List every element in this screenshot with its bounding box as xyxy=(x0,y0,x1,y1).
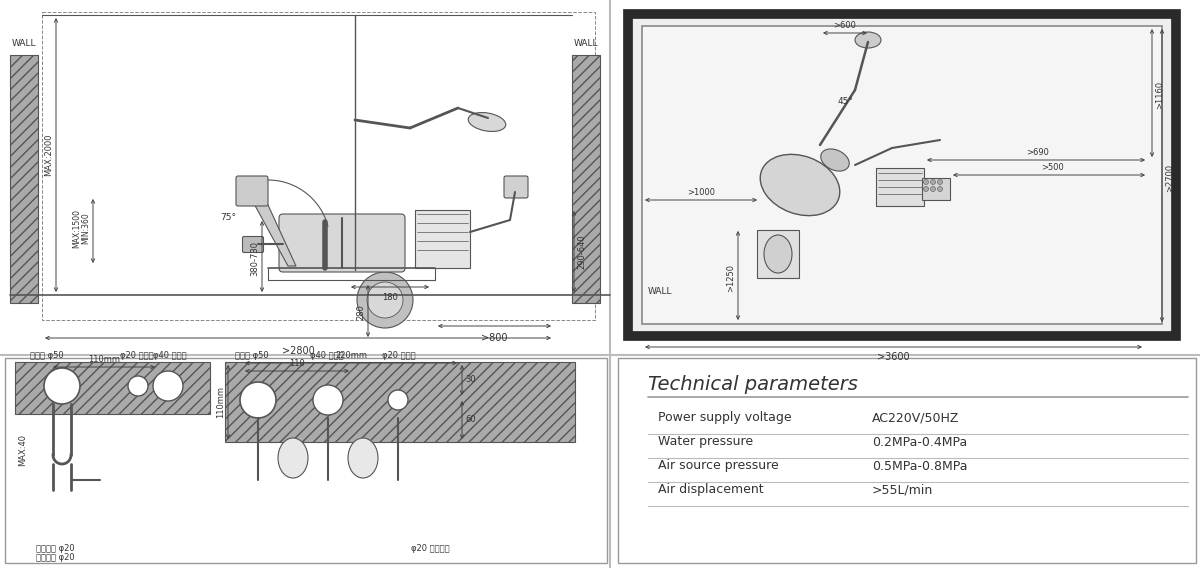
Text: >800: >800 xyxy=(481,333,508,343)
Text: 180: 180 xyxy=(382,293,398,302)
Text: >2800: >2800 xyxy=(282,346,314,356)
Ellipse shape xyxy=(278,438,308,478)
Text: 废水管 φ50: 废水管 φ50 xyxy=(235,351,269,360)
FancyBboxPatch shape xyxy=(236,176,268,206)
Bar xyxy=(10,55,38,303)
Ellipse shape xyxy=(348,438,378,478)
Circle shape xyxy=(44,368,80,404)
Text: φ20 供水管: φ20 供水管 xyxy=(120,351,154,360)
Bar xyxy=(5,358,607,563)
Text: 75°: 75° xyxy=(220,214,236,223)
Circle shape xyxy=(924,186,929,191)
Ellipse shape xyxy=(761,154,840,216)
Text: 280: 280 xyxy=(356,304,365,320)
Text: φ40 吸引管: φ40 吸引管 xyxy=(310,351,343,360)
Circle shape xyxy=(358,272,413,328)
Text: 290-640: 290-640 xyxy=(577,235,586,269)
Text: >3600: >3600 xyxy=(877,352,910,362)
Text: >1000: >1000 xyxy=(686,188,715,197)
Bar xyxy=(876,168,924,206)
Bar xyxy=(922,178,950,200)
Bar xyxy=(226,362,575,442)
Text: 110mm: 110mm xyxy=(88,355,120,364)
Text: >600: >600 xyxy=(834,21,857,30)
Circle shape xyxy=(388,390,408,410)
Text: φ20 气源进入: φ20 气源进入 xyxy=(410,544,449,553)
Text: 220mm: 220mm xyxy=(335,351,367,360)
Text: >2700: >2700 xyxy=(1165,164,1174,192)
Text: AC220V/50HZ: AC220V/50HZ xyxy=(872,411,959,424)
Circle shape xyxy=(924,179,929,185)
FancyBboxPatch shape xyxy=(504,176,528,198)
Text: Air source pressure: Air source pressure xyxy=(658,460,779,473)
Text: >1250: >1250 xyxy=(726,264,734,292)
FancyBboxPatch shape xyxy=(278,214,406,272)
Text: 110mm: 110mm xyxy=(216,386,226,418)
Text: φ40 吸引管: φ40 吸引管 xyxy=(154,351,187,360)
Text: >690: >690 xyxy=(1026,148,1050,157)
Text: 60: 60 xyxy=(466,416,475,424)
Text: φ20 供水管: φ20 供水管 xyxy=(382,351,415,360)
Text: Air displacement: Air displacement xyxy=(658,483,763,496)
Text: 45°: 45° xyxy=(838,98,853,107)
Text: >500: >500 xyxy=(1040,163,1063,172)
Bar xyxy=(628,14,1176,336)
Text: 380-730: 380-730 xyxy=(250,240,259,275)
Text: Water pressure: Water pressure xyxy=(658,436,754,449)
Ellipse shape xyxy=(468,112,505,131)
Bar xyxy=(42,12,595,320)
Polygon shape xyxy=(252,200,296,266)
Text: >1160: >1160 xyxy=(1154,81,1164,109)
Text: Technical parameters: Technical parameters xyxy=(648,375,858,394)
Text: WALL: WALL xyxy=(574,39,599,48)
FancyBboxPatch shape xyxy=(242,236,264,253)
Text: 免落地入 φ20: 免落地入 φ20 xyxy=(36,544,74,553)
Text: WALL: WALL xyxy=(648,287,672,296)
Text: WALL: WALL xyxy=(12,39,36,48)
Bar xyxy=(14,362,210,414)
Text: 30: 30 xyxy=(466,375,475,385)
Circle shape xyxy=(240,382,276,418)
Circle shape xyxy=(128,376,148,396)
Circle shape xyxy=(154,371,182,401)
Ellipse shape xyxy=(854,32,881,48)
Bar xyxy=(415,210,470,268)
Text: MAX:1500: MAX:1500 xyxy=(72,208,82,248)
Ellipse shape xyxy=(764,235,792,273)
Text: 通讯线管 φ20: 通讯线管 φ20 xyxy=(36,553,74,562)
Text: Power supply voltage: Power supply voltage xyxy=(658,411,792,424)
Bar xyxy=(572,55,600,303)
Text: 0.2MPa-0.4MPa: 0.2MPa-0.4MPa xyxy=(872,436,967,449)
Text: >55L/min: >55L/min xyxy=(872,483,934,496)
Circle shape xyxy=(313,385,343,415)
Circle shape xyxy=(937,186,942,191)
Text: 废水管 φ50: 废水管 φ50 xyxy=(30,351,64,360)
Text: 110: 110 xyxy=(289,359,305,368)
Text: MAX:2000: MAX:2000 xyxy=(44,133,53,176)
Circle shape xyxy=(930,179,936,185)
Bar xyxy=(642,26,1162,324)
Text: MIN:360: MIN:360 xyxy=(82,212,90,244)
Bar xyxy=(757,230,799,278)
Circle shape xyxy=(930,186,936,191)
Text: MAX:40: MAX:40 xyxy=(18,434,28,466)
Circle shape xyxy=(367,282,403,318)
Text: 0.5MPa-0.8MPa: 0.5MPa-0.8MPa xyxy=(872,460,967,473)
Circle shape xyxy=(937,179,942,185)
Ellipse shape xyxy=(821,149,850,171)
Bar xyxy=(618,358,1196,563)
